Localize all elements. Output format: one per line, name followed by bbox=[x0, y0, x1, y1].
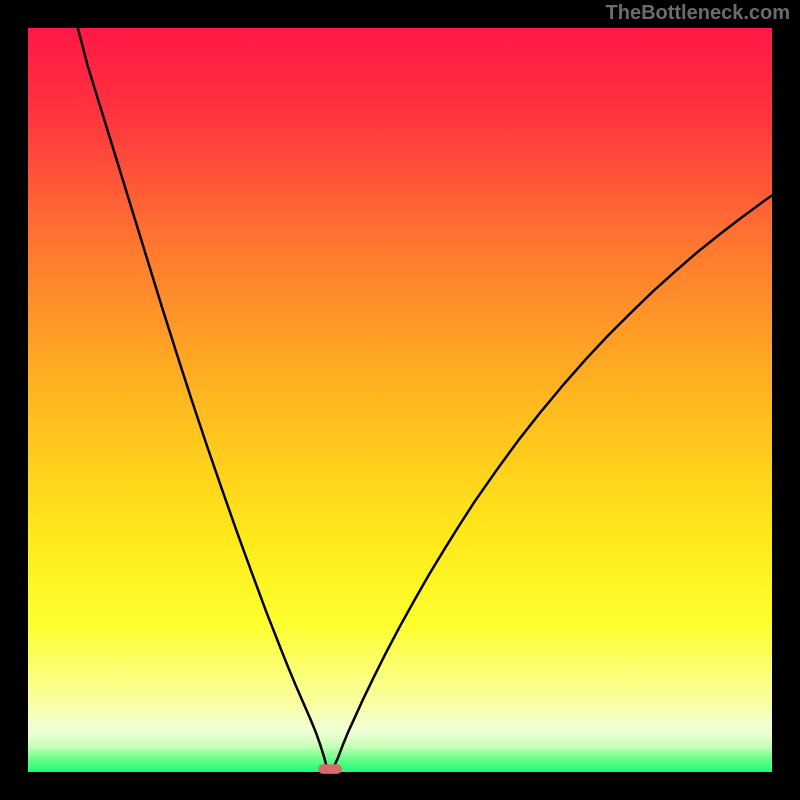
optimum-marker bbox=[318, 764, 342, 774]
watermark-text: TheBottleneck.com bbox=[606, 2, 790, 25]
plot-background bbox=[28, 28, 772, 772]
chart-frame: TheBottleneck.com bbox=[0, 0, 800, 800]
bottleneck-chart bbox=[0, 0, 800, 800]
